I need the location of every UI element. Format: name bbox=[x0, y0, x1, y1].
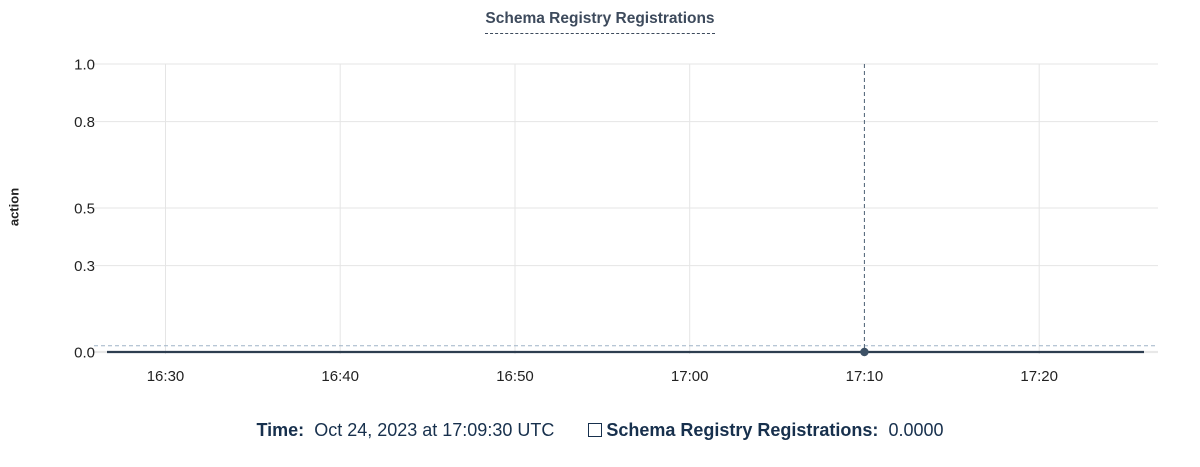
svg-text:17:10: 17:10 bbox=[846, 368, 884, 385]
svg-text:0.0: 0.0 bbox=[74, 345, 95, 362]
svg-text:0.3: 0.3 bbox=[74, 258, 95, 275]
svg-text:17:00: 17:00 bbox=[671, 368, 709, 385]
svg-text:1.0: 1.0 bbox=[74, 57, 95, 74]
svg-text:16:40: 16:40 bbox=[321, 368, 359, 385]
svg-text:16:30: 16:30 bbox=[147, 368, 185, 385]
svg-text:16:50: 16:50 bbox=[496, 368, 534, 385]
svg-text:0.5: 0.5 bbox=[74, 201, 95, 218]
svg-text:0.8: 0.8 bbox=[74, 114, 95, 131]
svg-text:17:20: 17:20 bbox=[1020, 368, 1058, 385]
